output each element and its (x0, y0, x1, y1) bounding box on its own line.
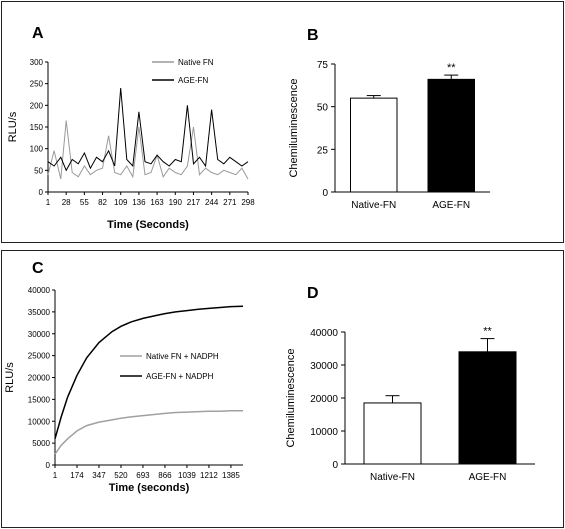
series-line (47, 120, 249, 180)
y-tick-label: 200 (30, 101, 44, 110)
y-tick-label: 5000 (32, 439, 50, 448)
y-tick-label: 0 (322, 188, 328, 199)
panel-letter-a: A (32, 25, 44, 42)
x-axis-title: Time (seconds) (109, 482, 190, 494)
legend-label: Native FN + NADPH (146, 352, 219, 361)
category-label: AGE-FN (432, 200, 470, 211)
x-tick-label: 1 (53, 471, 58, 480)
y-tick-label: 30000 (28, 330, 51, 339)
x-tick-label: 28 (62, 198, 71, 207)
y-tick-label: 0 (332, 460, 338, 471)
legend-label: AGE-FN (178, 76, 208, 85)
x-tick-label: 190 (169, 198, 183, 207)
panel-letter-d: D (307, 285, 319, 302)
bar (350, 97, 398, 193)
x-tick-label: 82 (98, 198, 107, 207)
y-tick-label: 20000 (310, 394, 338, 405)
y-axis-title: RLU/s (7, 111, 19, 142)
y-tick-label: 50 (34, 166, 43, 175)
chart-d: 0 10000 20000 30000 40000 Chemiluminescence Na… (285, 326, 535, 483)
chart-b: 0 25 50 75 Chemiluminescence Native-FN AGE-FN *… (288, 60, 490, 211)
legend-label: Native FN (178, 58, 214, 67)
series-line (54, 305, 244, 440)
y-tick-label: 0 (46, 461, 51, 470)
x-tick-label: 1385 (222, 471, 240, 480)
x-tick-label: 109 (114, 198, 128, 207)
category-label: Native-FN (370, 472, 415, 483)
x-tick-label: 866 (158, 471, 172, 480)
y-axis-title: Chemiluminescence (285, 348, 297, 447)
category-label: Native-FN (351, 200, 396, 211)
x-tick-label: 217 (187, 198, 201, 207)
legend-label: AGE-FN + NADPH (146, 372, 214, 381)
x-tick-label: 520 (114, 471, 128, 480)
y-tick-label: 25000 (28, 352, 51, 361)
chart-a: 0 50 100 150 200 250 300 1 28 55 82 109 136 163 190 217… (7, 58, 255, 231)
bar (458, 351, 517, 465)
y-tick-label: 20000 (28, 374, 51, 383)
series-line (47, 87, 249, 172)
y-tick-label: 30000 (310, 361, 338, 372)
y-tick-label: 75 (317, 60, 329, 71)
x-tick-label: 1039 (178, 471, 196, 480)
x-tick-label: 55 (80, 198, 89, 207)
significance-marker: ** (447, 62, 456, 74)
x-tick-label: 1 (46, 198, 51, 207)
y-tick-label: 100 (30, 145, 44, 154)
series-line (54, 410, 243, 455)
bar (363, 402, 422, 465)
y-tick-label: 300 (30, 58, 44, 67)
bar (427, 78, 475, 193)
y-tick-label: 15000 (28, 395, 51, 404)
y-tick-label: 40000 (310, 328, 338, 339)
y-tick-label: 50 (317, 103, 329, 114)
y-axis-title: Chemiluminescence (288, 78, 300, 177)
panel-letter-c: C (32, 260, 44, 277)
x-axis-title: Time (Seconds) (107, 219, 189, 231)
x-tick-label: 271 (223, 198, 237, 207)
panel-letter-b: B (307, 27, 319, 44)
y-tick-label: 10000 (28, 417, 51, 426)
x-tick-label: 174 (70, 471, 84, 480)
x-tick-label: 136 (132, 198, 146, 207)
x-tick-label: 693 (136, 471, 150, 480)
y-tick-label: 10000 (310, 427, 338, 438)
category-label: AGE-FN (469, 472, 507, 483)
y-tick-label: 25 (317, 145, 329, 156)
y-axis-title: RLU/s (4, 362, 16, 393)
x-tick-label: 1212 (200, 471, 218, 480)
y-tick-label: 250 (30, 80, 44, 89)
x-tick-label: 244 (205, 198, 219, 207)
y-tick-label: 0 (39, 188, 44, 197)
x-tick-label: 163 (150, 198, 164, 207)
significance-marker: ** (483, 326, 492, 338)
chart-c: 0 5000 10000 15000 20000 25000 30000 35000 40000… (4, 286, 244, 494)
y-tick-label: 150 (30, 123, 44, 132)
x-tick-label: 347 (92, 471, 106, 480)
y-tick-label: 40000 (28, 286, 51, 295)
x-tick-label: 298 (241, 198, 255, 207)
y-tick-label: 35000 (28, 308, 51, 317)
